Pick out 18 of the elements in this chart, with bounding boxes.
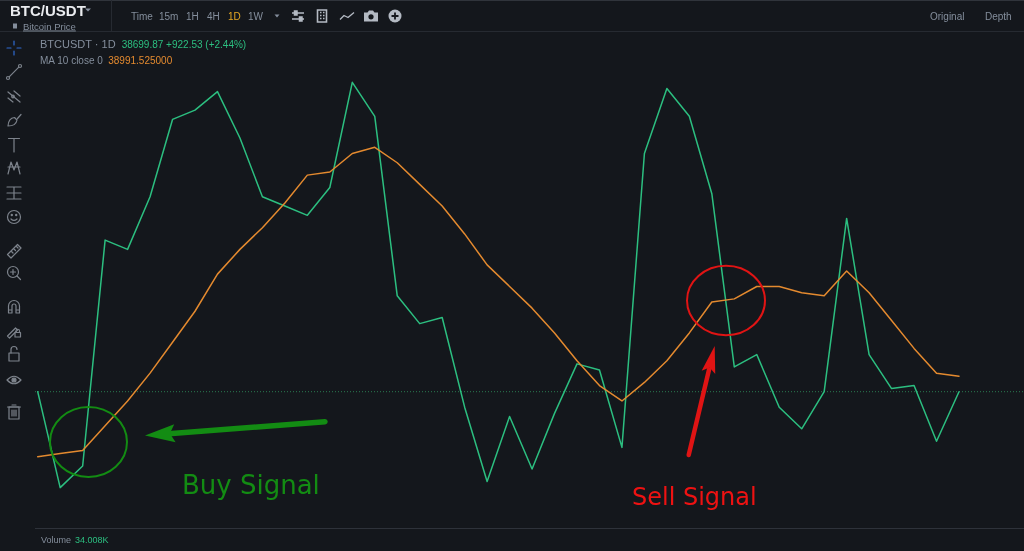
text: 34.008K [75,535,109,545]
annotation: Sell Signal [632,483,757,511]
text: MA 10 close 0 [40,54,104,66]
text: 1W [248,10,264,22]
text: 38991.525000 [108,54,173,66]
text: Depth [985,10,1012,22]
annotation: Buy Signal [182,470,320,500]
text: 1H [186,10,199,22]
chart-title: BTC/USDT [10,2,86,19]
text: 15m [159,10,179,22]
text: 38699.87 +922.53 (+2.44%) [121,38,247,50]
text: Volume [41,535,72,545]
text: BTCUSDT · 1D [40,37,116,50]
text: Original [930,10,965,22]
text: 4H [207,10,220,22]
text: Time [131,10,154,22]
chart-subtitle: Bitcoin Price [23,20,76,32]
text: 1D [228,10,241,22]
